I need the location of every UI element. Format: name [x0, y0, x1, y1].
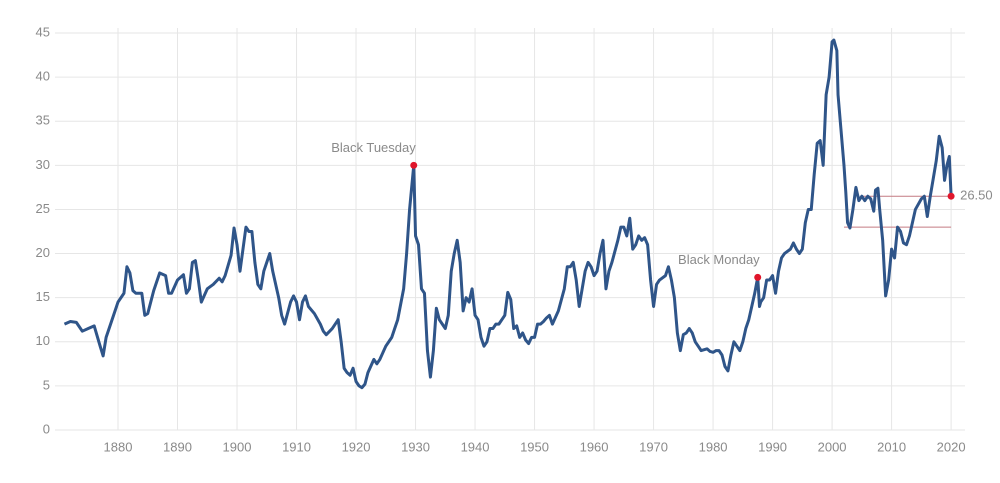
x-tick-label: 1900: [223, 439, 252, 454]
y-tick-label: 5: [43, 377, 50, 392]
x-tick-label: 2010: [877, 439, 906, 454]
x-tick-label: 1930: [401, 439, 430, 454]
y-tick-label: 30: [36, 157, 50, 172]
x-tick-label: 1910: [282, 439, 311, 454]
data-line: [63, 38, 953, 390]
y-tick-label: 20: [36, 245, 50, 260]
y-tick-label: 10: [36, 333, 50, 348]
y-tick-label: 25: [36, 201, 50, 216]
x-tick-label: 2000: [818, 439, 847, 454]
x-tick-label: 1940: [461, 439, 490, 454]
x-tick-label: 1950: [520, 439, 549, 454]
annotation-label: Black Tuesday: [331, 140, 416, 155]
y-tick-label: 40: [36, 69, 50, 84]
x-tick-label: 1890: [163, 439, 192, 454]
y-tick-label: 45: [36, 24, 50, 39]
annotation-marker: [410, 161, 418, 169]
x-tick-label: 1980: [699, 439, 728, 454]
x-tick-label: 1990: [758, 439, 787, 454]
x-tick-label: 1920: [342, 439, 371, 454]
y-tick-label: 0: [43, 421, 50, 436]
x-tick-label: 1970: [639, 439, 668, 454]
annotation-marker: [754, 273, 762, 281]
annotation-marker: [947, 192, 955, 200]
y-tick-label: 15: [36, 289, 50, 304]
annotation-label: Black Monday: [678, 252, 760, 267]
y-tick-label: 35: [36, 113, 50, 128]
x-tick-label: 2020: [937, 439, 966, 454]
x-tick-label: 1880: [104, 439, 133, 454]
annotation-label: 26.50: [960, 188, 993, 203]
x-tick-label: 1960: [580, 439, 609, 454]
